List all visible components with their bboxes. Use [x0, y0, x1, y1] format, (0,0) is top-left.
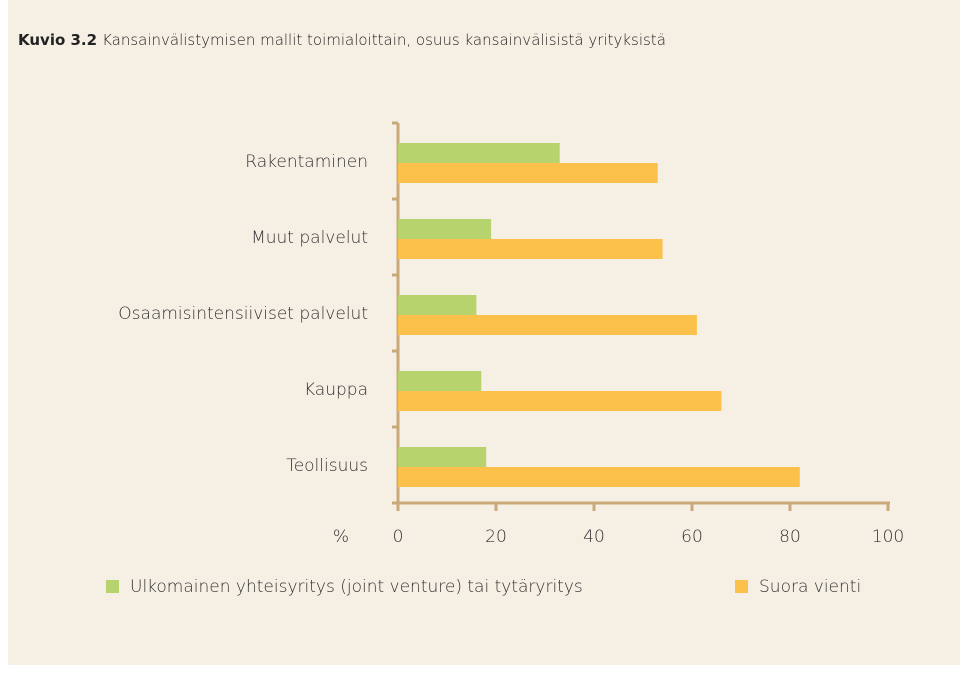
title-text: Kansainvälistymisen mallit toimialoittai…: [102, 31, 666, 49]
x-tick-label: 0: [393, 527, 404, 547]
bar: [398, 315, 697, 335]
title-label: Kuvio 3.2: [18, 31, 97, 49]
x-tick-label: 40: [583, 527, 605, 547]
legend-label: Suora vienti: [759, 577, 861, 597]
x-tick-label: 80: [779, 527, 801, 547]
x-tick-label: 60: [681, 527, 703, 547]
y-tick-label: Teollisuus: [286, 456, 368, 476]
bar: [398, 163, 658, 183]
x-tick-label: 100: [872, 527, 904, 547]
bar: [398, 467, 800, 487]
bar: [398, 239, 663, 259]
legend-swatch: [735, 580, 748, 593]
y-tick-label: Rakentaminen: [245, 152, 368, 172]
bar: [398, 295, 477, 315]
bar: [398, 143, 560, 163]
x-axis-label: %: [333, 527, 349, 547]
bar: [398, 391, 722, 411]
chart-title: Kuvio 3.2 Kansainvälistymisen mallit toim…: [18, 31, 666, 49]
y-tick-label: Osaamisintensiiviset palvelut: [118, 304, 368, 324]
y-tick-label: Kauppa: [304, 380, 368, 400]
legend-label: Ulkomainen yhteisyritys (joint venture) …: [130, 577, 583, 597]
bar: [398, 447, 487, 467]
x-tick-label: 20: [485, 527, 507, 547]
bar: [398, 371, 482, 391]
y-tick-label: Muut palvelut: [251, 228, 368, 248]
bar: [398, 219, 492, 239]
legend-swatch: [106, 580, 119, 593]
